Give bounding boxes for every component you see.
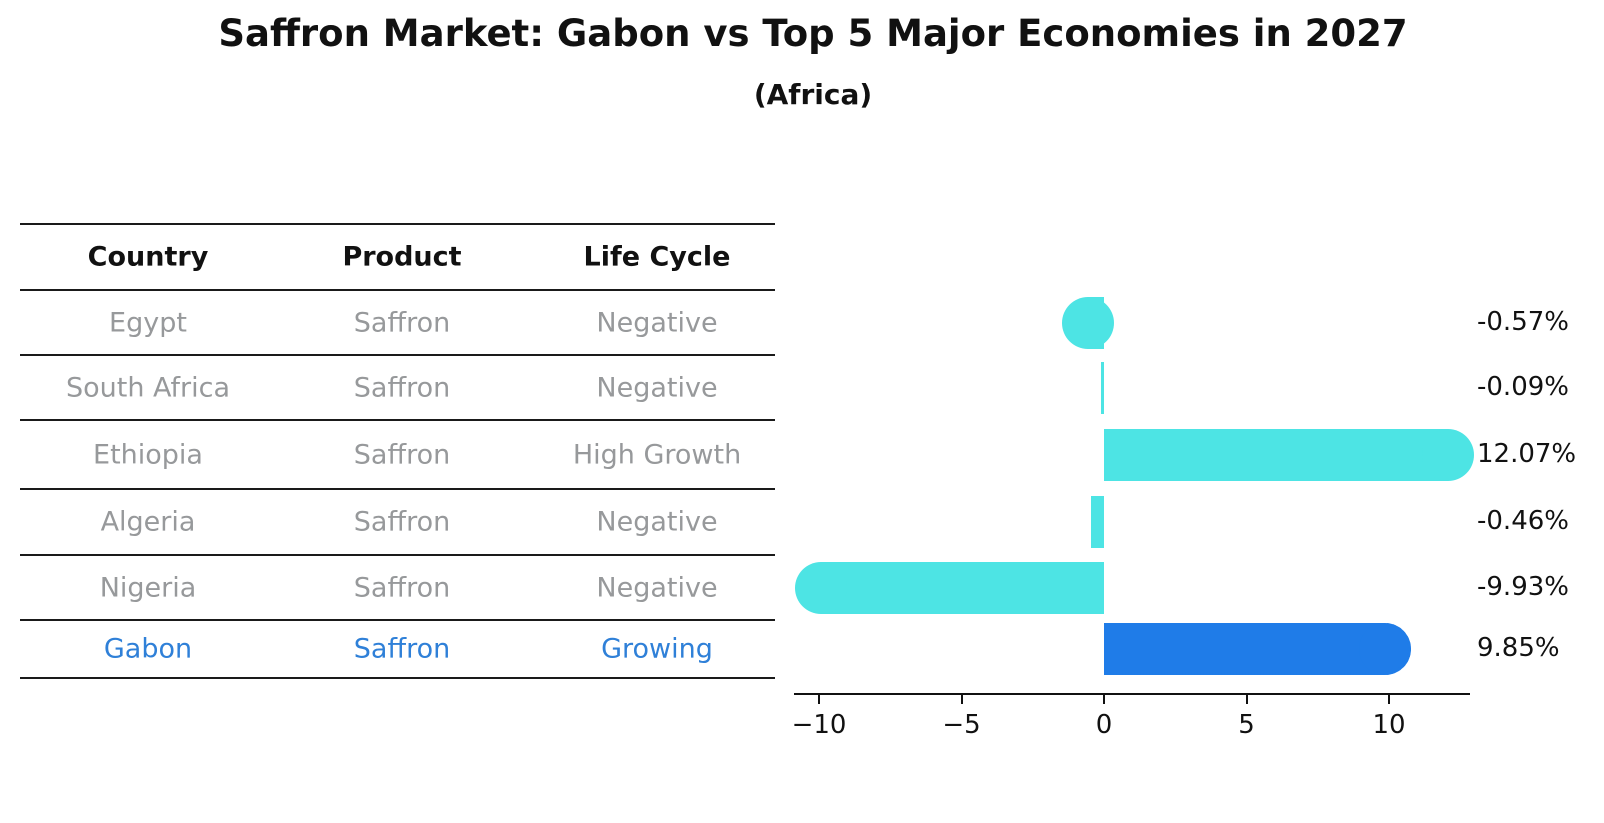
- column-header-product: Product: [342, 241, 462, 273]
- highlight-bar-dotted-outline: [1104, 623, 1411, 675]
- table-divider-line: [20, 419, 775, 421]
- x-axis-line: [794, 693, 1470, 695]
- x-axis-tick-label: −10: [791, 710, 847, 740]
- column-header-life-cycle: Life Cycle: [583, 241, 731, 273]
- x-axis-tick: [818, 695, 820, 704]
- life-cycle-cell: Negative: [596, 506, 718, 538]
- product-cell: Saffron: [353, 372, 451, 403]
- country-cell: South Africa: [65, 372, 231, 403]
- country-cell: Ethiopia: [93, 439, 203, 470]
- country-cell: Gabon: [103, 633, 193, 665]
- chart-title: Saffron Market: Gabon vs Top 5 Major Eco…: [218, 12, 1408, 55]
- product-cell: Saffron: [353, 633, 451, 665]
- value-label: -9.93%: [1477, 571, 1569, 602]
- bar-ethiopia: [1104, 428, 1448, 481]
- bar-south-africa: [1101, 361, 1104, 414]
- table-divider-line: [20, 677, 775, 679]
- bar-gabon: [1104, 623, 1385, 675]
- product-cell: Saffron: [353, 506, 451, 538]
- value-label: 12.07%: [1477, 438, 1577, 469]
- value-label: 9.85%: [1477, 633, 1560, 663]
- bar-cap-nigeria: [794, 561, 847, 614]
- life-cycle-cell: Negative: [596, 307, 718, 338]
- x-axis-tick: [1388, 695, 1390, 704]
- life-cycle-cell: Negative: [596, 572, 718, 603]
- x-axis-tick-label: 10: [1372, 710, 1406, 740]
- life-cycle-cell: Growing: [601, 633, 713, 665]
- x-axis-tick-label: 5: [1238, 710, 1255, 740]
- life-cycle-cell: High Growth: [572, 439, 742, 470]
- bar-algeria: [1090, 496, 1104, 548]
- x-axis-tick-label: −5: [942, 710, 981, 740]
- life-cycle-cell: Negative: [596, 372, 718, 403]
- value-label: -0.57%: [1477, 306, 1569, 337]
- value-label: -0.09%: [1477, 371, 1569, 402]
- country-cell: Algeria: [100, 506, 196, 538]
- bar-nigeria: [820, 561, 1104, 614]
- table-divider-line: [20, 488, 775, 490]
- table-divider-line: [20, 354, 775, 356]
- country-cell: Nigeria: [99, 572, 197, 603]
- value-label: -0.46%: [1477, 506, 1569, 536]
- table-divider-line: [20, 289, 775, 291]
- table-divider-line: [20, 619, 775, 621]
- table-divider-line: [20, 223, 775, 225]
- bar-cap-ethiopia: [1421, 428, 1474, 481]
- column-header-country: Country: [87, 241, 209, 273]
- x-axis-tick: [1103, 695, 1105, 704]
- product-cell: Saffron: [353, 439, 451, 470]
- bar-cap-egypt: [1061, 296, 1114, 349]
- product-cell: Saffron: [353, 307, 451, 338]
- country-cell: Egypt: [109, 307, 187, 338]
- chart-subtitle: (Africa): [753, 78, 873, 111]
- table-divider-line: [20, 554, 775, 556]
- x-axis-tick-label: 0: [1095, 710, 1113, 740]
- x-axis-tick: [1245, 695, 1248, 704]
- x-axis-tick: [960, 695, 963, 704]
- product-cell: Saffron: [353, 572, 451, 603]
